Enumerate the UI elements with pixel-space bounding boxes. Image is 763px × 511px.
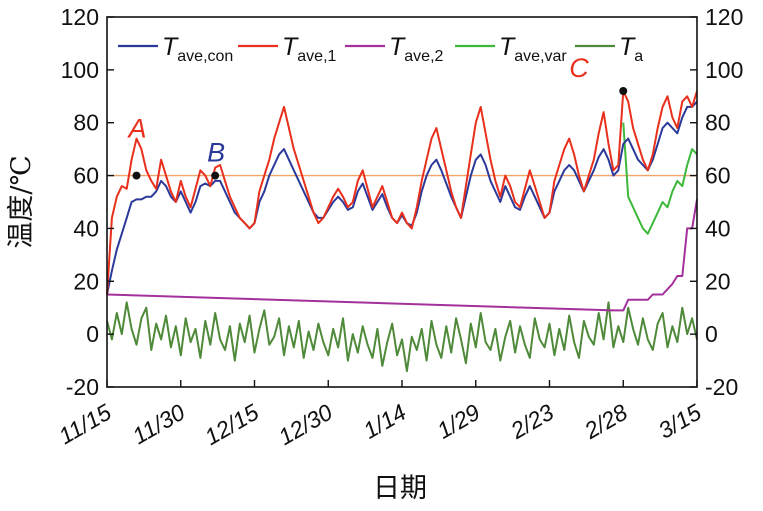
y2-tick-label: -20 <box>705 374 738 400</box>
y-tick-label: 20 <box>73 268 99 294</box>
series-line-t-ave-var <box>622 122 698 235</box>
y2-tick-label: 0 <box>705 321 718 347</box>
x-tick-label: 12/15 <box>200 399 263 450</box>
y2-tick-label: 120 <box>705 4 743 30</box>
y-tick-label: 60 <box>73 163 99 189</box>
annotation-layer: A B C <box>127 53 628 180</box>
y2-tick-label: 80 <box>705 110 731 136</box>
y2-tick-label: 20 <box>705 268 731 294</box>
legend-label-t-ave-con: Tave,con <box>162 33 233 65</box>
legend-label-t-ave-var: Tave,var <box>499 33 567 65</box>
legend-label-t-ave-1: Tave,1 <box>282 33 337 65</box>
series-line-t-ave-2 <box>106 199 698 312</box>
legend-label-t-ave-2: Tave,2 <box>389 33 444 65</box>
y-tick-label: 40 <box>73 215 99 241</box>
annotation-point-a <box>132 171 141 180</box>
y-tick-label: 0 <box>86 321 99 347</box>
x-tick-label: 12/30 <box>274 399 337 450</box>
axes-layer: 120100806040200-20120100806040200-2011/1… <box>54 4 743 450</box>
x-tick-label: 11/30 <box>128 399 190 450</box>
annotation-point-c <box>619 87 628 95</box>
y-tick-label: 100 <box>61 57 99 83</box>
x-tick-label: 3/15 <box>654 399 706 444</box>
y2-tick-label: 60 <box>705 163 731 189</box>
x-tick-label: 1/29 <box>432 399 484 444</box>
x-tick-label: 1/14 <box>359 399 411 444</box>
legend: Tave,con Tave,1 Tave,2 Tave,var Ta <box>118 33 643 65</box>
y-tick-label: 120 <box>61 4 99 30</box>
series-line-t-a <box>106 301 698 373</box>
series-layer <box>106 90 698 373</box>
x-tick-label: 2/23 <box>505 399 558 445</box>
x-tick-label: 2/28 <box>579 399 632 445</box>
y-tick-label: -20 <box>66 374 99 400</box>
y-tick-label: 80 <box>73 110 99 136</box>
annotation-label-c: C <box>569 53 589 83</box>
series-line-t-ave-1 <box>106 90 698 295</box>
annotation-label-b: B <box>207 138 225 168</box>
y2-tick-label: 40 <box>705 215 731 241</box>
series-line-t-ave-con <box>106 100 698 295</box>
y-axis-title: 温度/℃ <box>6 155 37 248</box>
x-tick-label: 11/15 <box>54 399 116 450</box>
legend-label-t-a: Ta <box>619 33 643 65</box>
annotation-point-b <box>211 171 220 180</box>
annotation-label-a: A <box>127 114 147 144</box>
y2-tick-label: 100 <box>705 57 743 83</box>
x-axis-title: 日期 <box>373 473 427 504</box>
